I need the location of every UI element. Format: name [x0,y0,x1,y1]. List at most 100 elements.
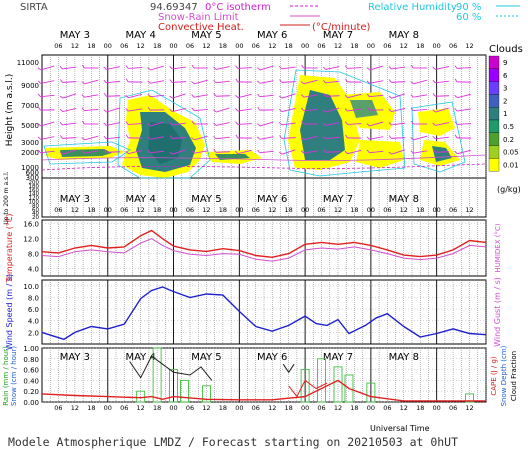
wind-barb [300,150,318,154]
wind-barb-feather [388,65,392,70]
low-hour-label: 06 [252,206,260,214]
wind-barb-shaft [40,80,55,84]
wind-barb-feather [169,65,173,70]
cloud-legend-value: 6 [503,72,508,80]
gust-axis-label: Wind Gust (m / s) [493,277,502,347]
wind-barb-feather [235,78,239,83]
wind-barb-feather [388,151,392,155]
wind-barb-feather [366,80,370,84]
low-hour-label: 06 [449,206,457,214]
wind-barb-feather [257,80,261,84]
wind-barb [344,121,362,125]
rain-hour-label: 06 [317,404,325,412]
wind-barb-feather [344,121,348,125]
rain-panel: MAY 3 MAY 4 MAY 5 MAY 6 MAY 7 MAY 8 06 12 18 00 0… [23,345,487,412]
wind-barb [410,135,428,141]
wind-barb-feather [256,123,261,127]
wind-barb [59,93,77,99]
wind-barb-shaft [106,122,121,126]
y-tick-label: 1.00 [23,345,39,353]
wind-barb [322,107,340,113]
rain-hour-label: 06 [186,404,194,412]
wind-axis-label: Wind Speed (m / s) [5,274,14,350]
isotherm-label: 0°C isotherm [205,2,271,13]
wind-barb [125,93,143,99]
wind-barb [81,94,99,98]
rain-hour-label: 00 [301,404,309,412]
wind-barb-shaft [347,67,362,69]
low-height-tick: 40 [32,211,39,217]
wind-barb [125,121,143,125]
wind-barb-shaft [457,149,471,155]
wind-barb [169,121,187,126]
top-hour-label: 06 [383,42,391,50]
wind-barb-feather [81,150,85,154]
y-tick-label: 10.0 [23,283,39,291]
height-axis-label: Height (m a.s.l.) [5,74,15,147]
rain-hour-label: 00 [433,404,441,412]
wind-barb [213,107,230,113]
top-hour-label: 18 [153,42,161,50]
wind-barb-feather [235,65,239,69]
low-height-tick: 140 [29,192,40,198]
wind-barb-shaft [457,123,472,125]
series-line [282,363,295,374]
series-line [288,379,328,398]
wind-barb-shaft [391,107,406,113]
wind-barb-shaft [128,67,143,69]
wind-barb-feather [410,81,414,85]
wind-barb [37,149,55,154]
wind-barb-shaft [128,93,143,99]
wind-barb-feather [169,79,173,83]
wind-barb-feather [432,149,436,153]
wind-barb-feather [191,150,195,154]
wind-barb-shaft [150,65,164,71]
top-hour-label: 06 [252,42,260,50]
wind-barb-shaft [391,122,406,126]
wind-barb [37,121,55,127]
wind-barb [366,93,384,98]
wind-barb [169,135,187,139]
wind-barb-shaft [172,93,186,99]
wind-barb-shaft [303,135,318,141]
wind-barb-shaft [150,150,165,154]
wind-barb-feather [103,109,107,113]
cloud-blob [356,140,404,168]
wind-barb [454,78,472,83]
wind-barb-feather [301,120,304,125]
wind-barb [103,122,121,126]
wind-barb [344,108,362,112]
wind-barb-feather [388,108,392,112]
wind-barb-feather [103,66,107,70]
wind-barb-shaft [457,93,471,99]
wind-barb-shaft [259,80,274,84]
cloud-legend-swatch [488,68,500,82]
wind-barb [279,65,296,70]
wind-barb-shaft [84,135,99,141]
rain-series [41,355,486,402]
wind-barbs [37,64,472,155]
low-height-tick: 160 [29,188,40,194]
wind-barb-feather [147,93,151,98]
wind-barb-shaft [435,122,450,126]
wind-barb-shaft [215,122,230,126]
wind-barb-feather [81,137,85,141]
wind-barb-feather [301,64,304,69]
cloud-panel-day-labels: MAY 3 MAY 4 MAY 5 MAY 6 MAY 7 MAY 8 [60,30,419,41]
wind-barb-shaft [369,80,384,84]
top-day-label: MAY 7 [323,30,353,41]
rain-hour-label: 18 [219,404,227,412]
wind-barb [81,135,99,141]
wind-barb [191,120,208,125]
low-hour-label: 18 [153,206,161,214]
wind-barb-shaft [128,149,143,155]
height-tick: 600 [26,169,39,177]
wind-barb-feather [103,79,107,84]
wind-barb [147,149,165,154]
y-tick-label: 4.0 [28,266,39,274]
wind-barb-feather [213,149,217,153]
wind-barb [37,93,55,98]
wind-barb [235,149,252,155]
wind-barb-feather [454,65,458,69]
